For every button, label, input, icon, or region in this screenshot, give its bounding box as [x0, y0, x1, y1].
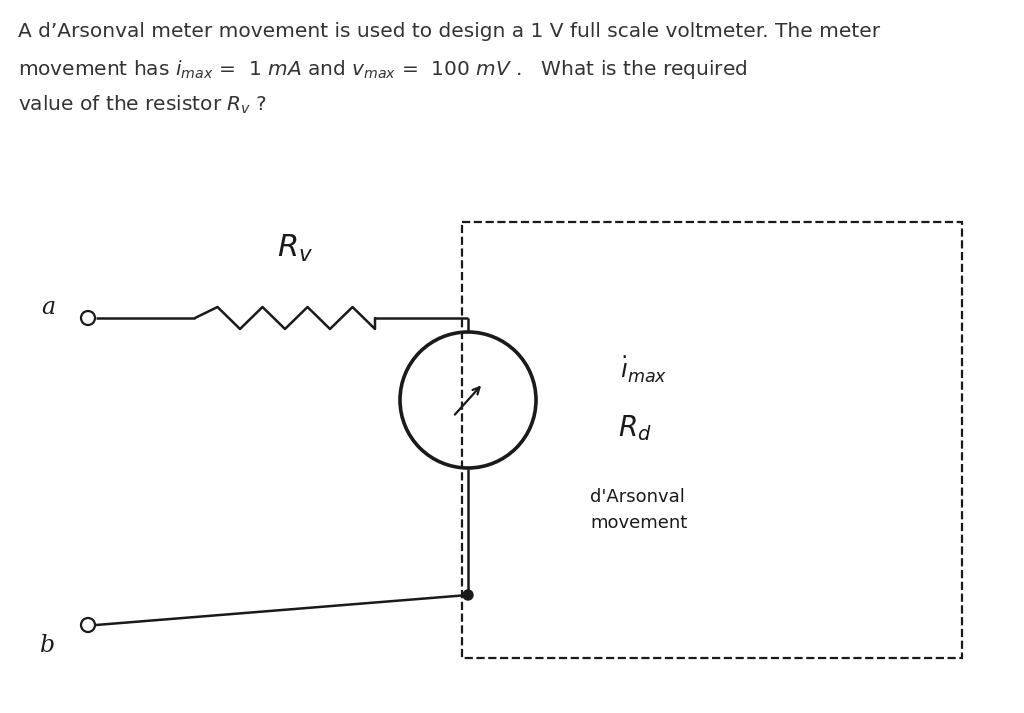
Text: $R_v$: $R_v$	[276, 232, 313, 264]
Text: A d’Arsonval meter movement is used to design a 1 V full scale voltmeter. The me: A d’Arsonval meter movement is used to d…	[18, 22, 880, 41]
Bar	[462, 222, 962, 658]
Text: b: b	[40, 633, 55, 657]
Text: $\dot{\imath}_{max}$: $\dot{\imath}_{max}$	[620, 355, 668, 385]
Text: d'Arsonval
movement: d'Arsonval movement	[590, 488, 687, 531]
Circle shape	[463, 590, 473, 600]
Text: $R_d$: $R_d$	[618, 413, 651, 443]
Text: value of the resistor $\mathbf{\mathit{R_v}}$ ?: value of the resistor $\mathbf{\mathit{R…	[18, 94, 267, 116]
Text: movement has $i_{max}$ =  $\mathbf{\mathit{1\ mA}}$ and $v_{max}$ =  $\mathbf{\m: movement has $i_{max}$ = $\mathbf{\mathi…	[18, 58, 748, 81]
Text: a: a	[41, 297, 55, 319]
